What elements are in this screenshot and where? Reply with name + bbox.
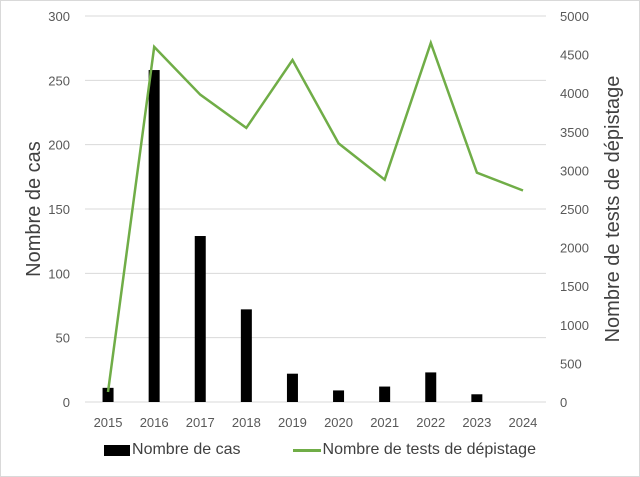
y2-axis-title: Nombre de tests de dépistage	[602, 76, 624, 343]
x-tick-label: 2024	[508, 415, 537, 430]
bar-2017	[194, 236, 206, 402]
x-tick-label: 2016	[140, 415, 169, 430]
bar-2022	[425, 372, 437, 402]
x-tick-label: 2015	[94, 415, 123, 430]
y-tick-label: 200	[48, 138, 70, 153]
y2-tick-label: 1500	[560, 279, 589, 294]
tests-line	[106, 39, 524, 393]
legend: Nombre de cas Nombre de tests de dépista…	[0, 441, 640, 459]
y-axis-title: Nombre de cas	[23, 141, 45, 277]
y2-tick-label: 3000	[560, 163, 589, 178]
bar-2019	[286, 373, 298, 402]
y-tick-label: 150	[48, 202, 70, 217]
y2-tick-label: 5000	[560, 9, 589, 24]
legend-label-tests: Nombre de tests de dépistage	[322, 441, 536, 458]
x-tick-label: 2023	[462, 415, 491, 430]
y-tick-label: 250	[48, 73, 70, 88]
bar-2018	[240, 309, 252, 402]
legend-item-tests: Nombre de tests de dépistage	[292, 441, 536, 459]
x-tick-label: 2022	[416, 415, 445, 430]
x-tick-label: 2020	[324, 415, 353, 430]
legend-label-cases: Nombre de cas	[132, 441, 241, 458]
x-tick-label: 2019	[278, 415, 307, 430]
bar-2023	[471, 394, 483, 402]
y2-tick-label: 4500	[560, 48, 589, 63]
y2-tick-label: 2000	[560, 241, 589, 256]
bar-2021	[379, 386, 391, 402]
bar-2015	[102, 387, 114, 402]
y2-tick-label: 4000	[560, 86, 589, 101]
y2-tick-label: 1000	[560, 318, 589, 333]
x-tick-label: 2018	[232, 415, 261, 430]
y-tick-label: 0	[63, 395, 70, 410]
y-tick-label: 100	[48, 266, 70, 281]
x-tick-label: 2017	[186, 415, 215, 430]
y2-tick-label: 3500	[560, 125, 589, 140]
y-tick-label: 300	[48, 9, 70, 24]
legend-item-cases: Nombre de cas	[104, 441, 241, 459]
bar-2020	[333, 390, 345, 402]
bar-swatch-icon	[104, 444, 131, 456]
y2-tick-label: 500	[560, 356, 582, 371]
y2-tick-label: 2500	[560, 202, 589, 217]
bar-2016	[148, 70, 160, 402]
y2-tick-label: 0	[560, 395, 567, 410]
line-swatch-icon	[292, 448, 321, 452]
y-tick-label: 50	[56, 331, 70, 346]
x-tick-label: 2021	[370, 415, 399, 430]
